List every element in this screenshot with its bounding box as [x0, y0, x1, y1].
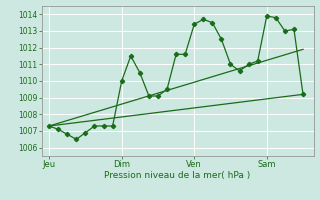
X-axis label: Pression niveau de la mer( hPa ): Pression niveau de la mer( hPa ) [104, 171, 251, 180]
